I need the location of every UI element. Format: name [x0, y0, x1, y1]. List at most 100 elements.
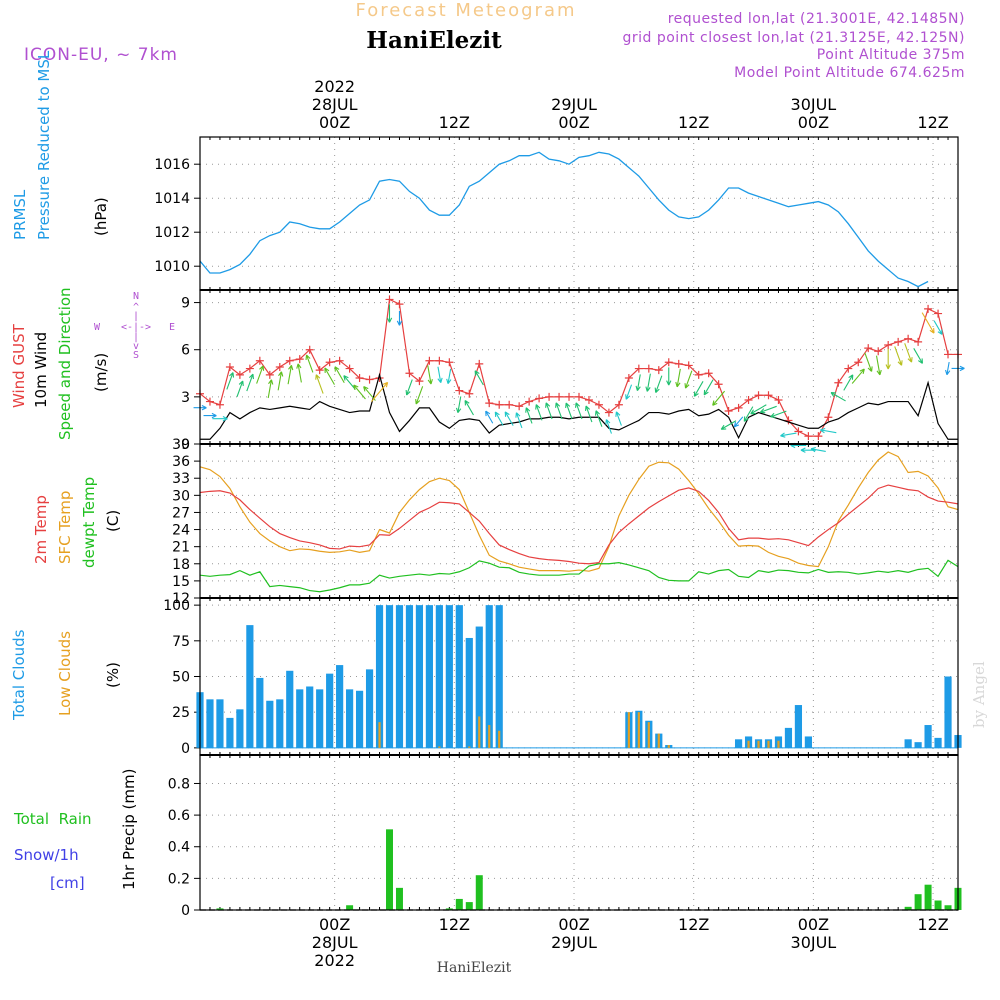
gust-point: [914, 337, 923, 346]
gust-point: [654, 366, 663, 375]
pressure-labels: PRMSL Pressure Reduced to MSL (hPa): [11, 50, 110, 240]
wind-direction-arrow: [864, 352, 873, 372]
pressure-series: [199, 151, 929, 288]
gust-point: [335, 356, 344, 365]
precip-labels: Total Rain Snow/1h [cm] 1hr Precip (mm): [13, 769, 138, 892]
t2m-label: 2m Temp: [32, 495, 50, 564]
wind-direction-arrow: [315, 374, 324, 394]
total-cloud-bar: [794, 705, 803, 748]
forecast-title: Forecast Meteogram: [355, 0, 576, 21]
wind-direction-arrow: [386, 304, 393, 323]
gust-point: [804, 432, 813, 441]
total-cloud-bar: [804, 736, 812, 748]
wind-direction-arrow: [820, 427, 837, 434]
wind-direction-arrow: [277, 371, 284, 391]
y-tick-label: 0.4: [168, 840, 190, 856]
total-cloud-bar: [934, 737, 942, 748]
wind-direction-arrow: [584, 405, 593, 423]
time-label-top: 00Z: [798, 113, 829, 132]
gust-point: [874, 347, 883, 356]
panel-frame: [199, 754, 959, 911]
temp-unit: (C): [104, 510, 122, 532]
time-label-bottom: 28JUL: [312, 933, 358, 952]
dewpt-label: dewpt Temp: [80, 477, 98, 568]
y-tick-label: 0.6: [168, 808, 190, 824]
time-label-top: 30JUL: [791, 95, 837, 114]
low-cloud-bar: [637, 712, 640, 748]
gust-point: [854, 358, 863, 367]
gust-point: [365, 375, 374, 384]
wind-direction-arrow: [720, 420, 737, 430]
rain-bar: [346, 905, 354, 910]
gust-point: [405, 369, 414, 378]
y-tick-label: 30: [172, 488, 190, 504]
pressure-msl-label: Pressure Reduced to MSL: [35, 50, 53, 240]
y-tick-label: 1012: [154, 225, 190, 241]
total-cloud-bar: [385, 605, 394, 748]
gust-point: [584, 396, 593, 404]
time-label-top: 00Z: [319, 113, 350, 132]
wind-unit: (m/s): [92, 353, 110, 392]
gust-point: [385, 295, 394, 304]
gust-point: [734, 403, 743, 412]
gust-point: [325, 358, 334, 367]
wind-direction-arrow: [515, 412, 523, 429]
gust-point: [255, 356, 264, 365]
y-tick-label: 50: [172, 670, 190, 686]
total-cloud-bar: [455, 605, 463, 748]
wind10-label: 10m Wind: [32, 332, 50, 408]
rain-bar: [924, 884, 932, 910]
gust-point: [475, 359, 484, 368]
compass-s: S: [133, 350, 139, 361]
gust-point: [794, 427, 803, 436]
wind-direction-arrow: [945, 361, 951, 376]
gust-point: [425, 356, 434, 365]
gust-point: [465, 389, 474, 398]
total-cloud-bar: [435, 605, 443, 748]
total-cloud-bar: [365, 669, 374, 748]
total-cloud-bar: [425, 605, 433, 748]
wind-direction-arrow: [605, 419, 613, 434]
wind-direction-arrow: [933, 320, 943, 335]
low-cloud-bar: [438, 746, 441, 748]
gust-point: [285, 356, 294, 365]
wind-direction-arrow: [645, 373, 651, 392]
total-cloud-bar: [286, 670, 294, 748]
wind-direction-arrow: [743, 406, 754, 422]
model-altitude: Model Point Altitude 674.625m: [734, 65, 965, 81]
compass-down-bar: |: [133, 332, 139, 343]
low-cloud-bar: [498, 730, 501, 748]
total-cloud-bar: [415, 605, 424, 748]
gust-point: [904, 334, 913, 343]
time-label-top: 12Z: [439, 113, 470, 132]
total-cloud-bar: [395, 605, 404, 748]
rain-bar: [445, 908, 453, 910]
rain-bar: [455, 898, 463, 910]
station-title: HaniElezit: [366, 27, 502, 54]
low-cloud-bar: [747, 740, 750, 748]
gust-point: [694, 370, 703, 379]
gust-point: [764, 391, 773, 400]
y-tick-label: 0: [181, 437, 190, 453]
precip-unit: 1hr Precip (mm): [120, 769, 138, 890]
gust-point: [714, 380, 723, 389]
total-cloud-bar: [256, 677, 264, 748]
gust-point: [235, 370, 244, 379]
credit: by Angel: [970, 661, 988, 728]
y-tick-label: 25: [172, 705, 190, 721]
gust-point: [245, 364, 254, 373]
gust-point: [784, 416, 793, 425]
y-tick-label: 1010: [154, 259, 190, 275]
wind-direction-arrow: [256, 365, 265, 384]
gust-point: [505, 400, 514, 409]
compass-center: <-|->: [121, 322, 151, 333]
total-cloud-label: Total Clouds: [10, 629, 28, 721]
gust-point: [275, 363, 284, 371]
compass-e: E: [169, 322, 175, 333]
prmsl-label: PRMSL: [11, 189, 29, 240]
wind-direction-arrow: [415, 386, 424, 405]
gust-point: [754, 391, 763, 400]
gust-point: [565, 392, 574, 401]
time-label-top: 2022: [314, 77, 355, 96]
total-cloud-bar: [904, 739, 912, 748]
